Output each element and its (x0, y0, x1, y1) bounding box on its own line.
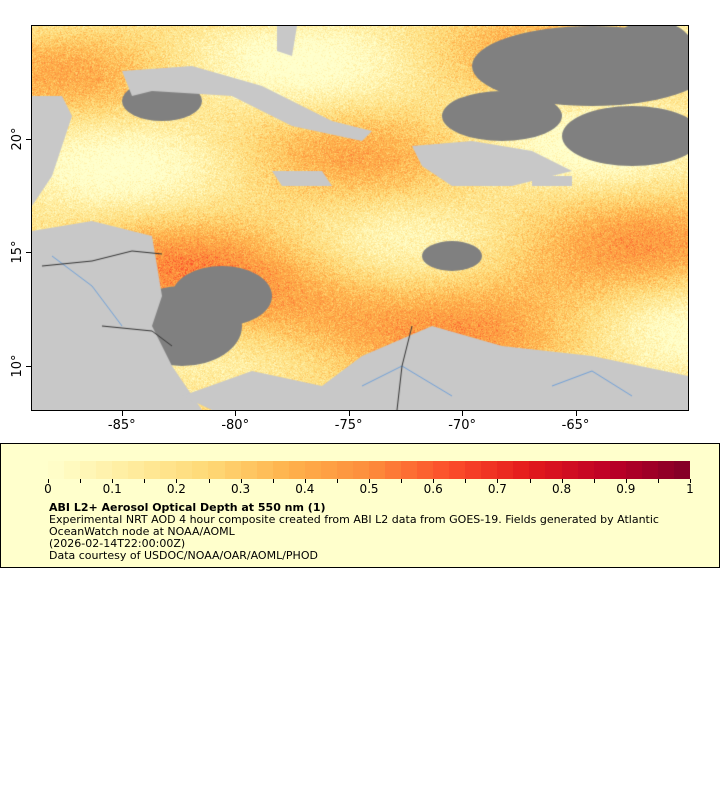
lon-tick (575, 411, 577, 416)
colorbar-swatch (593, 461, 610, 479)
colorbar-label: 0.2 (166, 482, 186, 496)
colorbar-swatch (513, 461, 530, 479)
colorbar-swatch (497, 461, 514, 479)
colorbar-swatch (529, 461, 546, 479)
colorbar-tick (112, 479, 114, 483)
lon-tick-label: -70° (448, 418, 476, 433)
colorbar-swatch (64, 461, 81, 479)
colorbar-swatch (320, 461, 337, 479)
lon-tick (462, 411, 464, 416)
lon-tick-label: -65° (561, 418, 590, 433)
colorbar-swatch (240, 461, 257, 479)
legend-description: Experimental NRT AOD 4 hour composite cr… (49, 513, 659, 526)
colorbar-swatch (561, 461, 578, 479)
colorbar-label: 1 (686, 482, 694, 496)
lon-tick-label: -85° (107, 418, 136, 433)
lat-tick (26, 252, 31, 254)
colorbar-swatch (304, 461, 321, 479)
lon-tick-label: -75° (334, 418, 363, 433)
colorbar-swatch (144, 461, 161, 479)
lon-tick-label: -80° (221, 418, 250, 433)
aod-map-canvas (32, 26, 688, 410)
colorbar-tick (561, 479, 563, 483)
colorbar-tick (529, 479, 531, 483)
colorbar-swatch (128, 461, 145, 479)
colorbar-tick (80, 479, 82, 483)
colorbar-tick (336, 479, 338, 483)
lat-tick-label: 20° (10, 126, 26, 151)
colorbar-tick (465, 479, 467, 483)
colorbar-label: 0.5 (359, 482, 379, 496)
colorbar-tick (176, 479, 178, 483)
colorbar-swatch (401, 461, 418, 479)
colorbar (48, 461, 690, 479)
colorbar-swatch (224, 461, 241, 479)
colorbar-swatch (336, 461, 353, 479)
lat-tick (26, 365, 31, 367)
colorbar-swatch (673, 461, 690, 479)
colorbar-tick (272, 479, 274, 483)
legend-title: ABI L2+ Aerosol Optical Depth at 550 nm … (49, 501, 326, 514)
colorbar-swatch (352, 461, 369, 479)
colorbar-tick (401, 479, 403, 483)
lon-tick (348, 411, 350, 416)
colorbar-label: 0.4 (295, 482, 315, 496)
colorbar-label: 0.3 (231, 482, 251, 496)
colorbar-label: 0.6 (423, 482, 443, 496)
colorbar-swatch (272, 461, 289, 479)
colorbar-tick (144, 479, 146, 483)
colorbar-swatch (288, 461, 305, 479)
legend-description-cont: OceanWatch node at NOAA/AOML (49, 525, 235, 538)
colorbar-swatch (256, 461, 273, 479)
colorbar-swatch (625, 461, 642, 479)
colorbar-swatch (545, 461, 562, 479)
lat-tick-label: 15° (10, 240, 26, 264)
legend-time: (2026-02-14T22:00:00Z) (49, 537, 186, 550)
colorbar-swatch (368, 461, 385, 479)
lon-tick (235, 411, 237, 416)
colorbar-swatch (577, 461, 594, 479)
colorbar-swatch (176, 461, 193, 479)
legend-panel: 0 0.1 0.2 0.3 0.4 0.5 0.6 0.7 0.8 0.9 1 ABI L2+ Ae… (0, 443, 720, 568)
colorbar-swatch (80, 461, 97, 479)
colorbar-swatch (465, 461, 482, 479)
colorbar-tick (208, 479, 210, 483)
colorbar-swatch (657, 461, 674, 479)
colorbar-label: 0.1 (102, 482, 122, 496)
colorbar-tick (625, 479, 627, 483)
colorbar-swatch (48, 461, 65, 479)
colorbar-swatch (384, 461, 402, 479)
colorbar-tick (497, 479, 499, 483)
colorbar-swatch (96, 461, 113, 479)
colorbar-swatch (641, 461, 658, 479)
colorbar-tick (369, 479, 370, 483)
aod-map[interactable] (31, 25, 689, 411)
colorbar-swatch (433, 461, 450, 479)
colorbar-swatch (417, 461, 434, 479)
colorbar-swatch (160, 461, 177, 479)
colorbar-swatch (449, 461, 466, 479)
colorbar-tick (657, 479, 659, 483)
colorbar-tick (433, 479, 435, 483)
colorbar-tick (48, 479, 49, 483)
colorbar-swatch (481, 461, 498, 479)
colorbar-swatch (609, 461, 626, 479)
lat-tick (26, 138, 31, 140)
colorbar-swatch (208, 461, 225, 479)
lat-tick-label: 10° (10, 354, 26, 378)
colorbar-label: 0.7 (487, 482, 507, 496)
colorbar-tick (593, 479, 595, 483)
legend-credit: Data courtesy of USDOC/NOAA/OAR/AOML/PHO… (49, 549, 318, 562)
colorbar-swatch (192, 461, 209, 479)
colorbar-tick (240, 479, 242, 483)
lon-tick (121, 411, 123, 416)
colorbar-label: 0.8 (552, 482, 572, 496)
colorbar-tick (304, 479, 306, 483)
colorbar-swatch (112, 461, 129, 479)
colorbar-label: 0 (44, 482, 52, 496)
colorbar-label: 0.9 (616, 482, 636, 496)
colorbar-tick (690, 479, 691, 483)
